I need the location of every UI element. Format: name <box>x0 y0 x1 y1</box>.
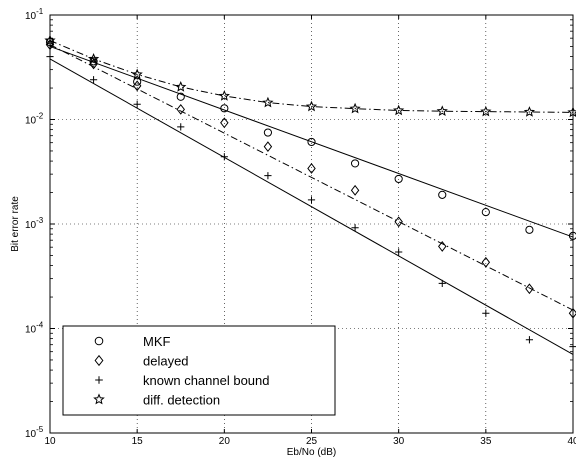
diamond-marker <box>176 103 185 115</box>
series-0 <box>45 38 576 240</box>
plus-marker <box>525 336 534 344</box>
x-tick-label: 10 <box>44 436 56 447</box>
star-marker <box>131 68 143 80</box>
circle-marker <box>307 137 316 147</box>
y-tick-exponent: -2 <box>36 112 44 121</box>
y-tick-label: 10-3 <box>25 216 44 231</box>
legend-box <box>62 325 336 416</box>
star-marker <box>480 105 492 117</box>
x-tick-label: 20 <box>219 436 231 447</box>
diamond-marker <box>94 354 104 367</box>
diamond-marker <box>132 80 142 92</box>
y-tick-base: 10 <box>25 429 37 440</box>
circle-marker <box>89 57 98 66</box>
x-tick-label: 40 <box>567 436 576 447</box>
plus-marker <box>89 76 98 84</box>
circle-marker <box>220 104 229 113</box>
legend-item: delayed <box>94 354 189 369</box>
y-tick-base: 10 <box>25 116 37 127</box>
y-tick-base: 10 <box>25 220 37 231</box>
diamond-marker <box>525 283 534 295</box>
diamond-marker <box>481 256 491 268</box>
star-marker <box>523 106 536 117</box>
circle-marker <box>350 159 360 168</box>
star-marker <box>436 105 448 117</box>
legend-item: diff. detection <box>93 393 220 408</box>
legend-label: known channel bound <box>143 373 270 388</box>
series-line <box>49 44 574 311</box>
star-marker <box>393 104 405 116</box>
y-tick-base: 10 <box>25 325 37 336</box>
plus-marker <box>395 248 403 256</box>
x-axis-label: Eb/No (dB) <box>287 447 336 458</box>
circle-marker <box>438 190 447 199</box>
x-tick-label: 25 <box>306 436 318 447</box>
star-marker <box>262 96 274 108</box>
circle-marker <box>525 225 534 234</box>
y-axis-label: Bit error rate <box>10 196 21 252</box>
circle-marker <box>94 336 104 346</box>
series-line <box>49 58 574 355</box>
legend-label: MKF <box>143 334 171 349</box>
circle-marker <box>394 174 403 184</box>
star-marker <box>175 81 187 92</box>
star-marker <box>349 102 361 114</box>
y-tick-base: 10 <box>25 11 37 22</box>
y-tick-exponent: -3 <box>36 216 44 225</box>
star-marker <box>87 53 100 64</box>
diamond-marker <box>220 117 229 129</box>
plus-marker <box>264 172 272 180</box>
legend-label: delayed <box>143 354 189 369</box>
y-tick-label: 10-1 <box>25 7 44 22</box>
y-tick-exponent: -4 <box>36 321 44 330</box>
x-tick-label: 15 <box>132 436 144 447</box>
legend-item: MKF <box>94 334 171 349</box>
y-tick-label: 10-2 <box>25 112 44 127</box>
plus-marker <box>438 279 446 288</box>
circle-marker <box>133 77 142 86</box>
plus-marker <box>133 100 141 108</box>
y-tick-label: 10-5 <box>25 425 44 440</box>
plus-marker <box>351 224 359 232</box>
x-tick-label: 30 <box>393 436 405 447</box>
legend-label: diff. detection <box>143 393 220 408</box>
diamond-marker <box>350 184 360 196</box>
circle-marker <box>263 128 273 137</box>
circle-marker <box>176 92 185 101</box>
legend-item: known channel bound <box>95 373 270 388</box>
circle-marker <box>481 207 490 217</box>
plus-marker <box>482 309 490 317</box>
y-tick-label: 10-4 <box>25 321 44 336</box>
series-line <box>49 40 574 113</box>
plus-marker <box>95 376 103 384</box>
diamond-marker <box>307 163 316 174</box>
x-tick-label: 35 <box>480 436 492 447</box>
series-layer <box>44 34 576 355</box>
diamond-marker <box>438 241 447 252</box>
plus-marker <box>177 123 185 131</box>
diamond-marker <box>394 216 403 228</box>
star-marker <box>93 393 105 405</box>
diamond-marker <box>263 141 273 153</box>
plus-marker <box>220 153 228 161</box>
y-tick-exponent: -1 <box>36 7 44 16</box>
star-marker <box>305 100 318 112</box>
star-marker <box>218 90 230 101</box>
y-tick-exponent: -5 <box>36 425 44 434</box>
plus-marker <box>307 196 316 204</box>
legend: MKF delayed known channel bound diff. detec… <box>62 325 336 416</box>
